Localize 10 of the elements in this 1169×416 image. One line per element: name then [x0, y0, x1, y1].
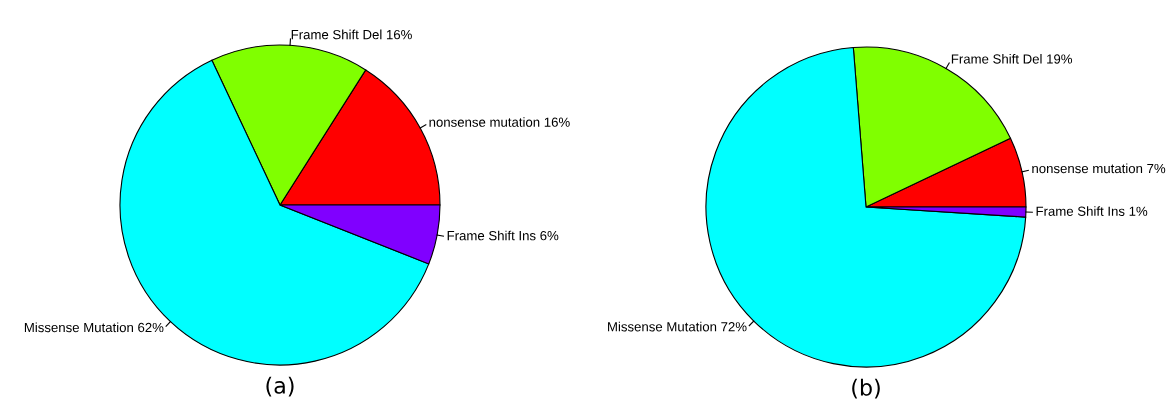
slice-label: Frame Shift Ins 1% — [1036, 206, 1148, 216]
slice-label: nonsense mutation 16% — [429, 117, 570, 127]
slice-label: nonsense mutation 7% — [1032, 163, 1166, 174]
slice-label: Frame Shift Del 16% — [291, 29, 412, 40]
slice-label: Frame Shift Ins 6% — [447, 230, 559, 241]
text: (a) — [266, 376, 294, 397]
slice-label: Frame Shift Del 19% — [951, 53, 1073, 64]
slice-label: Missense Mutation 72% — [608, 321, 747, 332]
text: (b) — [852, 378, 880, 399]
slice-label: Missense Mutation 62% — [24, 322, 164, 333]
